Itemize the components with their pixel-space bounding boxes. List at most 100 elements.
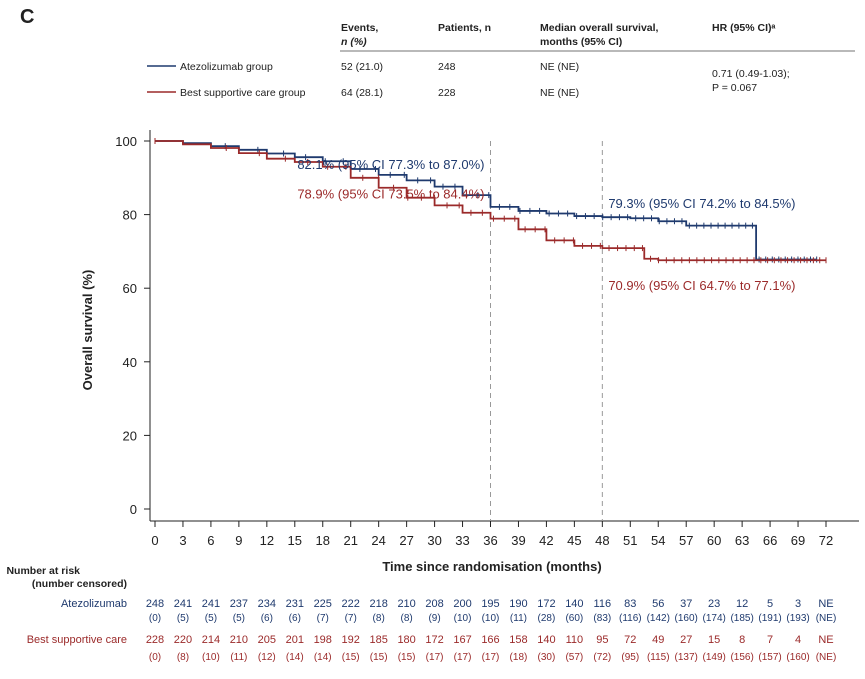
x-tick-label: 21 xyxy=(343,533,357,548)
risk-count: 195 xyxy=(481,598,499,610)
risk-count: 205 xyxy=(258,634,276,646)
risk-count: 23 xyxy=(708,598,720,610)
risk-count: 158 xyxy=(509,634,527,646)
x-tick-label: 48 xyxy=(595,533,609,548)
risk-count: 167 xyxy=(453,634,471,646)
risk-count: 172 xyxy=(425,634,443,646)
censored-count: (72) xyxy=(593,652,611,663)
annotation-3: 70.9% (95% CI 64.7% to 77.1%) xyxy=(608,278,795,293)
x-tick-label: 27 xyxy=(399,533,413,548)
y-axis-label: Overall survival (%) xyxy=(80,270,95,391)
row-bsc-group: Best supportive care group xyxy=(180,87,306,99)
censored-count: (191) xyxy=(758,613,781,624)
y-tick-label: 100 xyxy=(115,134,137,149)
row-bsc-median: NE (NE) xyxy=(540,87,579,99)
x-tick-label: 33 xyxy=(455,533,469,548)
risk-table-title: Number at risk xyxy=(6,565,80,577)
risk-count: 222 xyxy=(342,598,360,610)
censored-count: (8) xyxy=(373,613,385,624)
annotation-1: 79.3% (95% CI 74.2% to 84.5%) xyxy=(608,196,795,211)
series-line-1 xyxy=(155,140,826,262)
x-tick-label: 9 xyxy=(235,533,242,548)
x-tick-label: 66 xyxy=(763,533,777,548)
risk-table: Number at risk (number censored) Atezoli… xyxy=(6,565,836,663)
censored-count: (12) xyxy=(258,652,276,663)
x-tick-label: 0 xyxy=(151,533,158,548)
x-tick-label: 60 xyxy=(707,533,721,548)
censored-count: (5) xyxy=(205,613,217,624)
risk-count: NE xyxy=(818,634,833,646)
x-tick-label: 63 xyxy=(735,533,749,548)
x-tick-label: 54 xyxy=(651,533,665,548)
x-tick-label: 51 xyxy=(623,533,637,548)
risk-count: 140 xyxy=(565,598,583,610)
risk-count: 248 xyxy=(146,598,164,610)
risk-count: 172 xyxy=(537,598,555,610)
annotation-2: 78.9% (95% CI 73.5% to 84.4%) xyxy=(297,187,484,202)
censored-count: (6) xyxy=(289,613,301,624)
risk-count: 116 xyxy=(594,598,612,610)
censored-count: (115) xyxy=(647,652,670,663)
x-axis-label: Time since randomisation (months) xyxy=(382,559,601,574)
risk-row-label: Best supportive care xyxy=(27,634,127,646)
risk-count: 27 xyxy=(680,634,692,646)
risk-count: 231 xyxy=(286,598,304,610)
header-events: Events, xyxy=(341,22,378,34)
censored-count: (7) xyxy=(345,613,357,624)
censored-count: (NE) xyxy=(816,652,837,663)
x-tick-label: 57 xyxy=(679,533,693,548)
row-atezolizumab-median: NE (NE) xyxy=(540,61,579,73)
risk-count: 140 xyxy=(537,634,555,646)
risk-count: 4 xyxy=(795,634,801,646)
x-tick-label: 6 xyxy=(207,533,214,548)
risk-table-subtitle: (number censored) xyxy=(32,578,127,590)
censored-count: (10) xyxy=(454,613,472,624)
censored-count: (157) xyxy=(758,652,781,663)
risk-count: 220 xyxy=(174,634,192,646)
censored-count: (116) xyxy=(619,613,642,624)
risk-count: 83 xyxy=(624,598,636,610)
censored-count: (160) xyxy=(786,652,809,663)
risk-count: 200 xyxy=(453,598,471,610)
risk-count: 214 xyxy=(202,634,220,646)
risk-count: 190 xyxy=(509,598,527,610)
censored-count: (17) xyxy=(426,652,444,663)
risk-count: 180 xyxy=(397,634,415,646)
x-tick-label: 15 xyxy=(288,533,302,548)
survival-curves xyxy=(154,138,827,264)
censored-count: (17) xyxy=(482,652,500,663)
censored-count: (7) xyxy=(317,613,329,624)
censored-count: (18) xyxy=(510,652,528,663)
censored-count: (9) xyxy=(428,613,440,624)
x-tick-label: 18 xyxy=(316,533,330,548)
risk-count: 37 xyxy=(680,598,692,610)
risk-count: 110 xyxy=(566,634,584,646)
annotation-0: 82.1% (95% CI 77.3% to 87.0%) xyxy=(297,157,484,172)
censored-count: (149) xyxy=(702,652,725,663)
risk-count: 12 xyxy=(736,598,748,610)
risk-count: 192 xyxy=(342,634,360,646)
censored-count: (8) xyxy=(177,652,189,663)
censored-count: (156) xyxy=(730,652,753,663)
risk-count: 5 xyxy=(767,598,773,610)
header-hr: HR (95% CI)ᵃ xyxy=(712,22,776,34)
censored-count: (15) xyxy=(370,652,388,663)
censored-count: (57) xyxy=(565,652,583,663)
row-atezolizumab-group: Atezolizumab group xyxy=(180,61,273,73)
risk-count: 210 xyxy=(230,634,248,646)
x-ticks: 0 3 6 9 12 15 18 21 24 27 30 33 36 39 42 45 48 51 54 57 60 63… xyxy=(151,521,833,548)
header-patients: Patients, n xyxy=(438,22,491,34)
reference-lines xyxy=(490,141,603,521)
risk-count: 228 xyxy=(146,634,164,646)
row-bsc-events: 64 (28.1) xyxy=(341,87,383,99)
censored-count: (0) xyxy=(149,613,161,624)
censored-count: (174) xyxy=(702,613,725,624)
y-tick-label: 20 xyxy=(123,428,137,443)
x-tick-label: 42 xyxy=(539,533,553,548)
risk-count: 210 xyxy=(397,598,415,610)
risk-count: 234 xyxy=(258,598,276,610)
censored-count: (11) xyxy=(230,652,247,663)
row-bsc-patients: 228 xyxy=(438,87,456,99)
x-tick-label: 72 xyxy=(819,533,833,548)
